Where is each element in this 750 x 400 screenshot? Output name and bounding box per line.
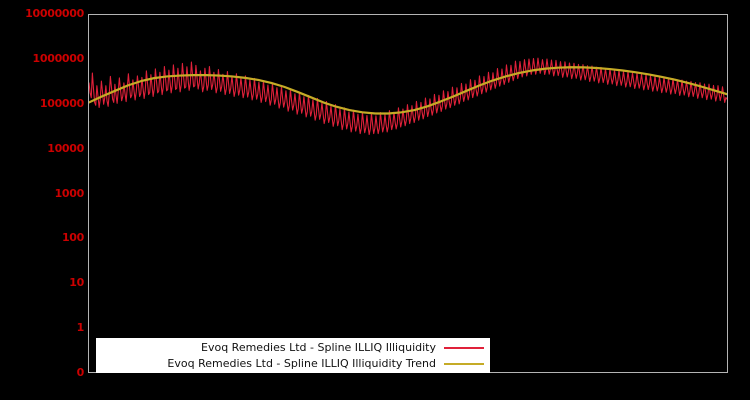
legend-swatch-series	[444, 346, 484, 349]
chart-legend: Evoq Remedies Ltd - Spline ILLIQ Illiqui…	[96, 338, 490, 373]
plot-svg	[89, 57, 727, 136]
y-tick-label: 1	[76, 321, 85, 335]
y-tick-label: 100000	[39, 96, 84, 110]
y-tick-label: 10000000	[25, 7, 84, 20]
y-tick-label: 100	[61, 231, 84, 245]
legend-swatch-trend	[444, 362, 484, 365]
legend-item-series: Evoq Remedies Ltd - Spline ILLIQ Illiqui…	[96, 340, 490, 356]
y-tick-label: 0	[76, 366, 85, 379]
y-tick-label: 10000	[47, 141, 84, 155]
series-illiquidity-line	[89, 57, 727, 136]
legend-item-trend: Evoq Remedies Ltd - Spline ILLIQ Illiqui…	[96, 356, 490, 372]
y-axis-tick-labels: 10000000 1000000 100000 10000 1000 100 10 1 0	[0, 0, 84, 400]
series-illiquidity-trend-line	[89, 66, 727, 115]
y-tick-label: 1000000	[32, 51, 85, 65]
y-tick-label: 10	[69, 276, 84, 290]
y-tick-label: 1000	[54, 186, 85, 200]
legend-label-trend: Evoq Remedies Ltd - Spline ILLIQ Illiqui…	[167, 356, 436, 370]
legend-label-series: Evoq Remedies Ltd - Spline ILLIQ Illiqui…	[201, 340, 436, 354]
plot-area	[88, 14, 728, 373]
